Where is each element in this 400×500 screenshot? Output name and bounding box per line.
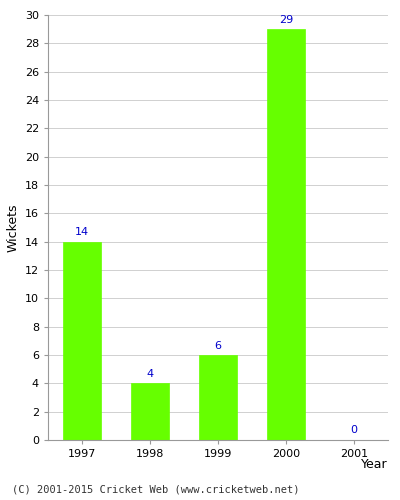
Bar [131, 384, 169, 440]
Bar [199, 355, 237, 440]
Bar [63, 242, 101, 440]
Text: 4: 4 [146, 369, 154, 379]
Text: 6: 6 [214, 341, 222, 351]
Y-axis label: Wickets: Wickets [6, 203, 19, 252]
Text: 14: 14 [75, 228, 89, 237]
Text: Year: Year [361, 458, 388, 470]
Text: 0: 0 [350, 425, 358, 435]
Text: (C) 2001-2015 Cricket Web (www.cricketweb.net): (C) 2001-2015 Cricket Web (www.cricketwe… [12, 485, 300, 495]
Bar [267, 29, 305, 440]
Text: 29: 29 [279, 15, 293, 25]
